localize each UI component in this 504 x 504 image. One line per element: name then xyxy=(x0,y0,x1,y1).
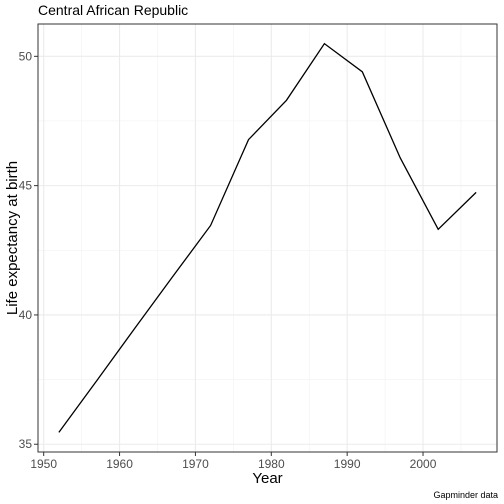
y-tick-label: 45 xyxy=(19,179,33,193)
y-tick-label: 50 xyxy=(19,49,33,63)
x-tick-label: 1960 xyxy=(106,457,133,471)
panel-background xyxy=(38,24,497,452)
x-tick-label: 1980 xyxy=(258,457,285,471)
y-tick-label: 40 xyxy=(19,308,33,322)
minor-gridlines xyxy=(38,24,497,452)
x-tick-label: 1990 xyxy=(334,457,361,471)
y-axis-ticks: 35 40 45 50 xyxy=(19,49,38,451)
y-tick-label: 35 xyxy=(19,437,33,451)
x-tick-label: 1970 xyxy=(182,457,209,471)
x-axis-title: Year xyxy=(252,470,282,487)
chart-caption: Gapminder data xyxy=(433,490,498,500)
y-axis-title: Life expectancy at birth xyxy=(4,161,21,315)
chart-title: Central African Republic xyxy=(38,2,188,18)
panel-border xyxy=(37,23,498,453)
series-line xyxy=(58,42,477,433)
major-gridlines xyxy=(38,24,497,452)
x-axis-ticks: 1950 1960 1970 1980 1990 2000 xyxy=(30,452,437,471)
x-tick-label: 2000 xyxy=(410,457,437,471)
x-tick-label: 1950 xyxy=(30,457,57,471)
